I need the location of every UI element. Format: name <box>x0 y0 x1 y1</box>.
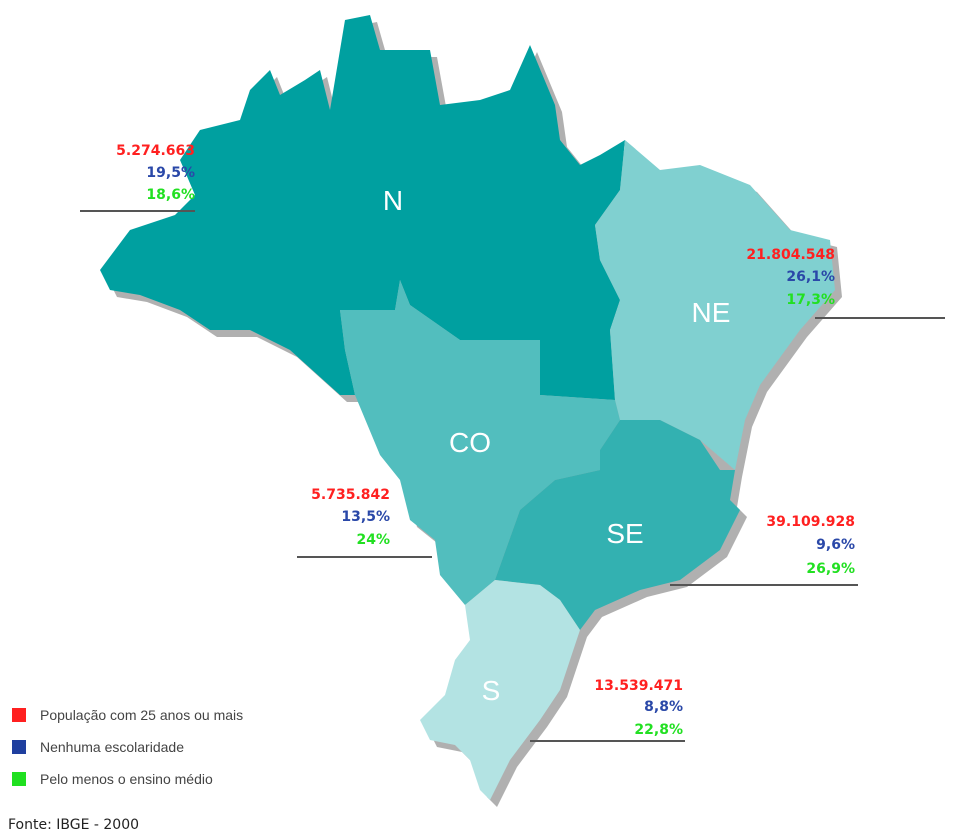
legend-swatch <box>12 740 26 754</box>
legend-label: Nenhuma escolaridade <box>40 739 184 755</box>
high-school: 24% <box>356 532 390 548</box>
high-school: 18,6% <box>146 187 195 203</box>
region-name: CO <box>449 427 491 458</box>
no-schooling: 13,5% <box>341 509 390 525</box>
no-schooling: 19,5% <box>146 165 195 181</box>
population: 5.735.842 <box>311 487 390 503</box>
high-school: 17,3% <box>786 292 835 308</box>
region-s <box>420 580 580 800</box>
no-schooling: 26,1% <box>786 269 835 285</box>
population: 5.274.663 <box>116 143 195 159</box>
high-school: 22,8% <box>634 722 683 738</box>
population: 21.804.548 <box>746 247 835 263</box>
region-ne <box>595 140 835 470</box>
no-schooling: 8,8% <box>644 699 683 715</box>
region-name: NE <box>692 297 731 328</box>
region-name: SE <box>606 518 643 549</box>
legend-label: População com 25 anos ou mais <box>40 707 243 723</box>
high-school: 26,9% <box>806 561 855 577</box>
population: 13.539.471 <box>594 678 683 694</box>
region-n <box>100 15 625 400</box>
legend-swatch <box>12 772 26 786</box>
population: 39.109.928 <box>766 514 855 530</box>
region-name: S <box>482 675 501 706</box>
legend-label: Pelo menos o ensino médio <box>40 771 213 787</box>
legend-swatch <box>12 708 26 722</box>
region-name: N <box>383 185 403 216</box>
region-co <box>340 280 620 605</box>
no-schooling: 9,6% <box>816 537 855 553</box>
source: Fonte: IBGE - 2000 <box>8 817 139 833</box>
region-se <box>495 420 740 630</box>
legend: População com 25 anos ou mais Nenhuma esc… <box>12 707 243 787</box>
